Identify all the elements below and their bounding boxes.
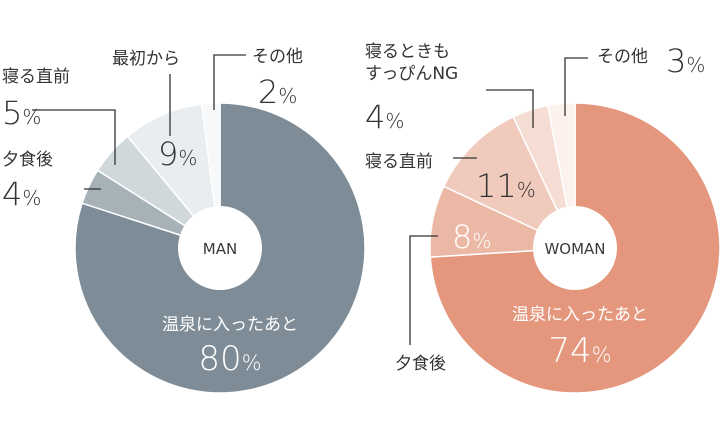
slice-value-label: 4% [2,175,41,213]
leader-line [409,235,438,345]
slice-name-label: その他 [252,47,303,67]
slice-value-label: 8% [452,218,491,256]
leader-line [486,89,534,128]
center-label: MAN [203,240,237,258]
center-hole [178,206,262,290]
slice-name-label: 寝るときも [365,41,450,62]
slice-value-label: 4% [365,98,404,136]
slice-value-label: 74% [548,331,611,371]
slice-name-label: 寝る直前 [2,66,70,87]
leader-line [32,109,116,165]
slice-name-label: 最初から [112,49,180,69]
pie-slice [442,115,577,250]
slice-value-label: 2% [258,73,297,111]
slice-name-label: その他 [597,47,648,67]
pie-slice [126,103,222,251]
slice-name-label: 夕食後 [2,150,53,170]
slice-value-label: 3% [666,42,705,80]
center-label: WOMAN [544,240,605,258]
center-hole [533,206,617,290]
slice-value-label: 80% [198,339,261,379]
slice-name-label: 寝る直前 [365,151,433,172]
slice-value-label: 11% [476,167,536,205]
slice-name-label: すっぴんNG [365,64,458,84]
pie-woman: WOMAN [429,102,720,394]
slice-value-label: 5% [2,94,41,132]
slice-value-label: 9% [158,135,197,173]
leader-lines [32,54,246,190]
leader-line [213,54,246,110]
leader-line [564,57,588,116]
pie-man: MAN [74,102,366,394]
slice-name-label: 夕食後 [395,354,446,374]
slice-name-label: 温泉に入ったあと [512,305,648,325]
slice-labels: 温泉に入ったあと 80% 夕食後 4% 寝る直前 5% 最初から 9% その他 2% [2,47,303,379]
leader-lines [409,57,588,345]
slice-name-label: 温泉に入ったあと [162,315,298,335]
